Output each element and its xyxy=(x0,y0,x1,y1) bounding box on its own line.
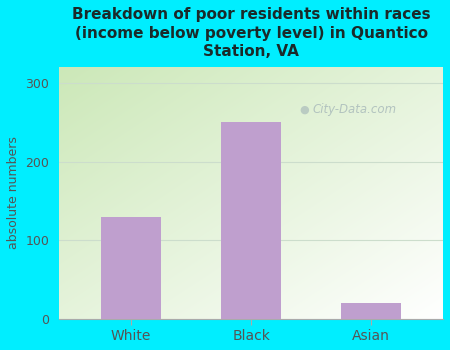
Bar xyxy=(341,303,401,319)
Bar xyxy=(101,217,161,318)
Text: ●: ● xyxy=(299,105,309,115)
Text: City-Data.com: City-Data.com xyxy=(312,104,396,117)
Title: Breakdown of poor residents within races
(income below poverty level) in Quantic: Breakdown of poor residents within races… xyxy=(72,7,430,59)
Bar xyxy=(221,122,281,318)
Y-axis label: absolute numbers: absolute numbers xyxy=(7,136,20,250)
